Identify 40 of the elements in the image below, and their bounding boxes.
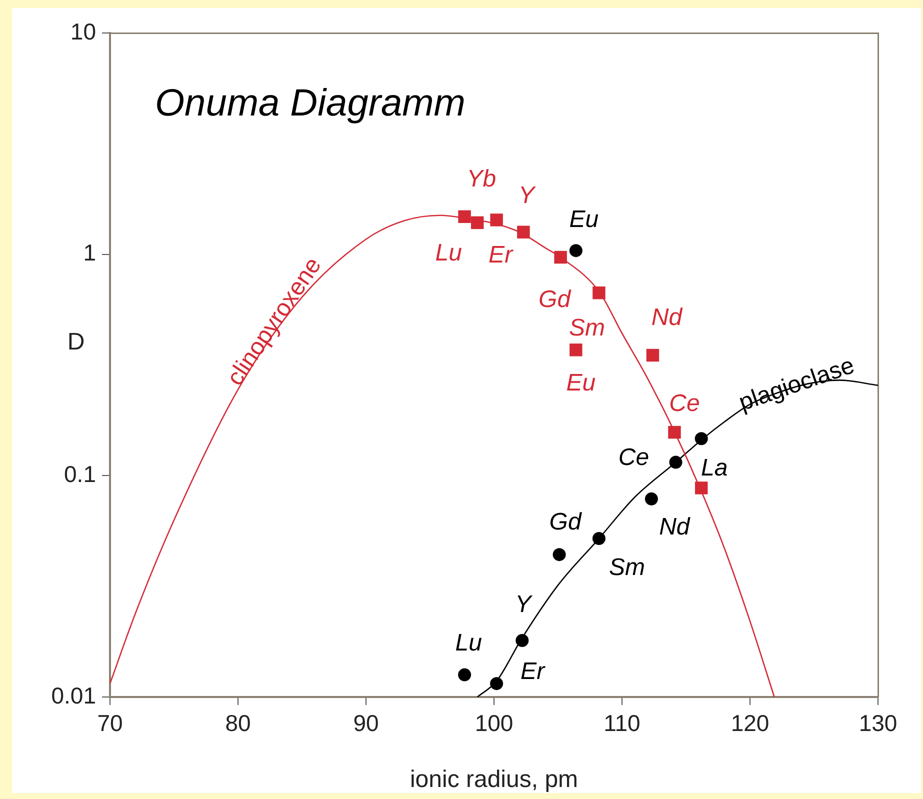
data-label: Lu (455, 629, 482, 656)
point (490, 214, 503, 226)
data-label: Ce (618, 444, 650, 471)
x-tick-label: 100 (474, 710, 514, 736)
point (570, 344, 582, 356)
x-tick-label: 130 (858, 710, 898, 736)
y-tick-label: 0.1 (64, 461, 96, 488)
data-label: Er (488, 242, 514, 269)
data-label: Nd (659, 514, 690, 541)
data-label: Y (518, 182, 536, 209)
data-label: Gd (538, 286, 572, 313)
point (569, 244, 582, 258)
x-tick-label: 80 (225, 710, 251, 736)
data-label: Gd (549, 508, 582, 536)
point (644, 492, 658, 506)
data-label: Ce (669, 390, 700, 417)
y-tick-label: 10 (70, 18, 96, 44)
data-label: Sm (608, 554, 645, 582)
point (552, 548, 566, 562)
data-label: Sm (568, 314, 605, 342)
x-axis-title: ionic radius, pm (410, 766, 578, 794)
x-tick-label: 70 (97, 710, 123, 736)
data-label: La (701, 454, 728, 482)
data-label: Yb (466, 165, 496, 192)
data-label: Lu (435, 239, 462, 266)
data-label: Y (515, 591, 534, 618)
point (646, 348, 660, 362)
point (458, 210, 471, 224)
data-label: Eu (566, 370, 596, 397)
y-axis-title: D (67, 328, 85, 356)
y-tick-label: 1 (83, 240, 96, 266)
data-label: Er (520, 658, 546, 686)
data-label: Nd (651, 304, 683, 331)
y-tick-label: 0.01 (51, 682, 96, 708)
point (458, 668, 472, 682)
text: Onuma Diagramm (155, 82, 466, 125)
data-label: Eu (569, 206, 599, 234)
x-tick-label: 90 (353, 710, 379, 736)
x-tick-label: 120 (730, 710, 770, 736)
x-tick-label: 110 (604, 710, 640, 736)
